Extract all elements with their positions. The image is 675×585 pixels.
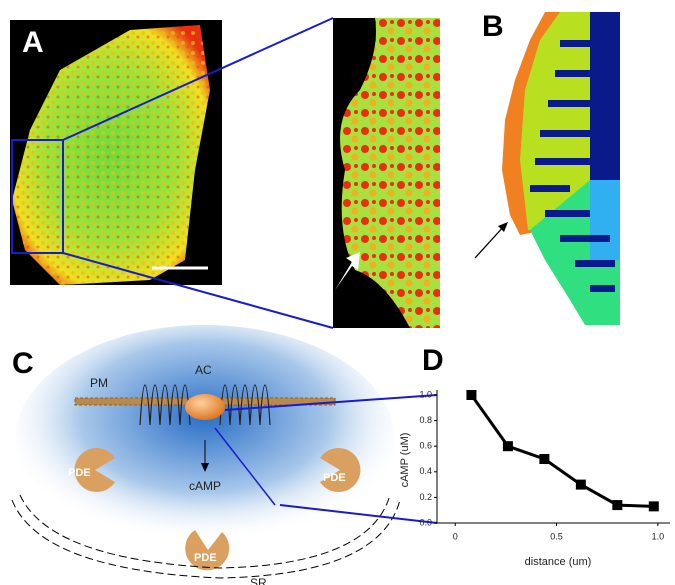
cyclase-label: AC (195, 363, 212, 377)
y-tick-label: 0.4 (419, 466, 432, 476)
panel-label: A (22, 26, 44, 59)
data-point (576, 480, 586, 490)
data-point (466, 390, 476, 400)
figure: A B C PM AC cAMP PDE PDE PDE SR D distan… (0, 0, 675, 585)
x-tick-label: 0.5 (550, 531, 563, 541)
x-tick-label: 0 (453, 531, 458, 541)
data-point (649, 501, 659, 511)
camp-label: cAMP (189, 479, 221, 493)
panel-label: C (12, 347, 34, 380)
panel-label: B (482, 10, 504, 43)
pde-label: PDE (68, 467, 91, 479)
adenylyl-cyclase (185, 394, 225, 420)
data-point (612, 500, 622, 510)
y-tick-label: 0.8 (419, 415, 432, 425)
y-axis-label: cAMP (uM) (399, 433, 411, 488)
panel-label: D (422, 344, 444, 377)
pde-label: PDE (323, 472, 346, 484)
x-tick-label: 1.0 (652, 531, 665, 541)
arrow (475, 225, 505, 258)
data-point (503, 441, 513, 451)
sr-label: SR (250, 576, 267, 585)
y-tick-label: 0.2 (419, 492, 432, 502)
y-tick-label: 0.6 (419, 441, 432, 451)
x-axis-label: distance (um) (525, 556, 592, 568)
pde-label: PDE (194, 552, 217, 564)
data-line (471, 395, 653, 506)
model-deep (590, 180, 620, 260)
y-tick-label: 0.0 (419, 517, 432, 527)
membrane-label: PM (90, 376, 108, 390)
model-deep (590, 12, 620, 180)
y-tick-label: 1.0 (419, 389, 432, 399)
data-point (539, 454, 549, 464)
